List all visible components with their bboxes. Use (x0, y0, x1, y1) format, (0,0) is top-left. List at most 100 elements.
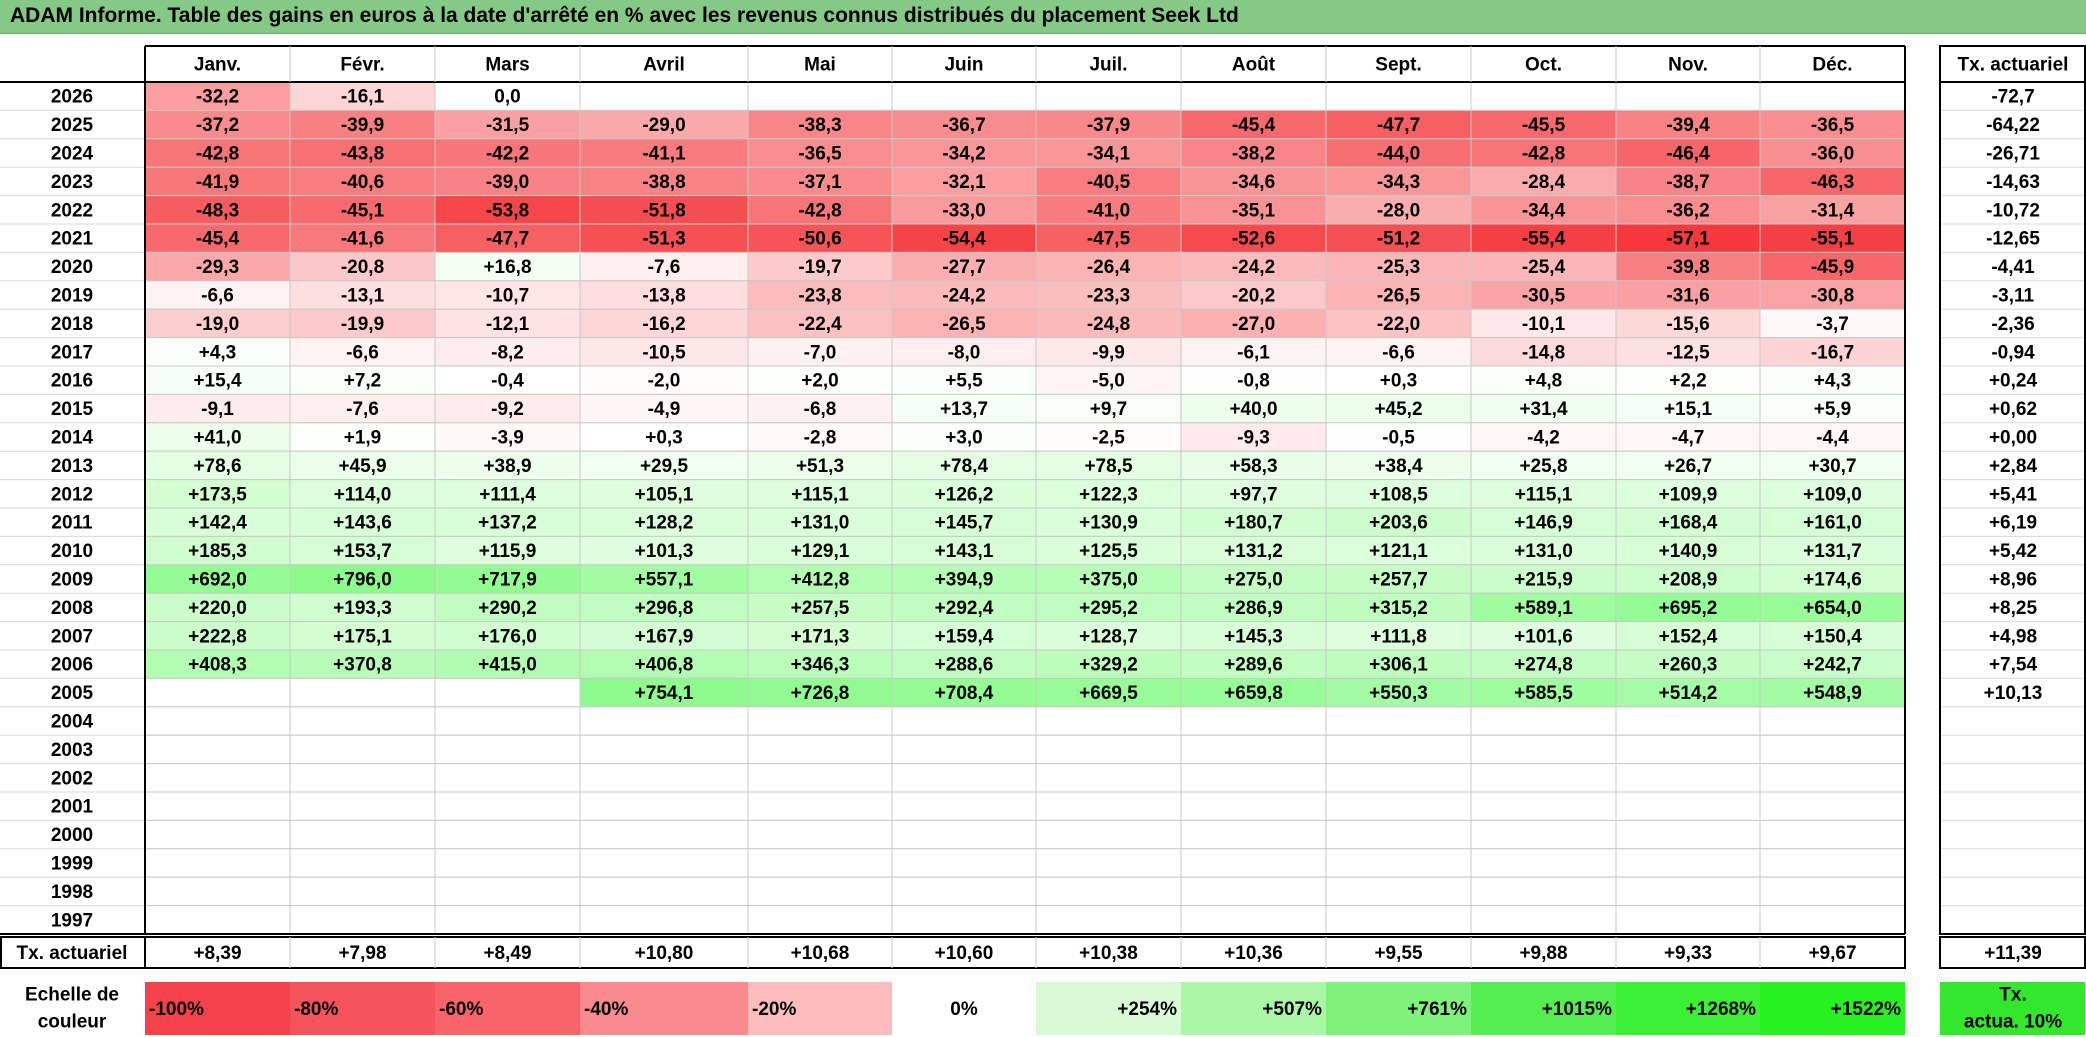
heatmap-cell (434, 905, 581, 935)
cell-value: +260,3 (1659, 655, 1718, 676)
heatmap-cell (1035, 81, 1182, 111)
cell-value: +78,4 (940, 456, 989, 477)
scale-legend-text: Tx. (1999, 985, 2026, 1006)
cell-value: -25,3 (1377, 257, 1420, 278)
cell-value: -10,7 (486, 286, 529, 307)
cell-value: +4,8 (1525, 371, 1563, 392)
month-header: Janv. (194, 55, 241, 76)
cell-value: -47,5 (1087, 229, 1131, 250)
heatmap-cell (1035, 592, 1182, 623)
cell-value: -54,4 (942, 229, 986, 250)
cell-value: 0,0 (494, 87, 520, 108)
heatmap-cell (434, 564, 581, 594)
heatmap-cell (1759, 706, 1906, 736)
cell-value: -12,1 (486, 314, 530, 335)
heatmap-cell (1759, 621, 1906, 651)
cell-value: +115,1 (1515, 484, 1573, 505)
cell-value: +514,2 (1659, 683, 1718, 704)
cell-value: -36,0 (1811, 144, 1854, 165)
cell-value: +415,0 (478, 655, 537, 676)
cell-value: -34,6 (1232, 172, 1275, 193)
cell-value: -22,4 (798, 314, 842, 335)
rate-value: -64,22 (1986, 115, 2040, 136)
heatmap-cell (747, 621, 893, 651)
footer-value: +10,80 (635, 943, 694, 964)
cell-value: -41,0 (1087, 200, 1130, 221)
heatmap-cell (1180, 649, 1327, 679)
heatmap-cell (144, 138, 291, 168)
heatmap-cell (1035, 422, 1182, 452)
cell-value: -32,1 (942, 172, 986, 193)
heatmap-cell (1615, 337, 1761, 367)
cell-value: -36,7 (942, 115, 985, 136)
cell-value: -20,8 (341, 257, 384, 278)
heatmap-cell (434, 109, 581, 140)
heatmap-cell (891, 81, 1037, 111)
heatmap-cell (1470, 905, 1617, 935)
scale-legend-swatch (1940, 982, 2085, 1035)
heatmap-cell (1325, 706, 1472, 736)
year-label: 2006 (51, 655, 93, 676)
heatmap-cell (1325, 507, 1472, 537)
rate-value: +10,13 (1984, 683, 2043, 704)
cell-value: -20,2 (1232, 286, 1275, 307)
heatmap-cell (891, 706, 1037, 736)
year-label: 2021 (51, 229, 94, 250)
heatmap-cell (1180, 791, 1327, 821)
heatmap-cell (1470, 535, 1617, 566)
cell-value: +286,9 (1224, 598, 1283, 619)
cell-value: +152,4 (1659, 626, 1718, 647)
rate-value: -72,7 (1991, 87, 2034, 108)
footer-rate-value: +11,39 (1984, 943, 2042, 964)
heatmap-cell (891, 393, 1037, 424)
heatmap-cell (1615, 876, 1761, 907)
cell-value: -4,7 (1672, 428, 1705, 449)
heatmap-cell (434, 734, 581, 765)
cell-value: -29,3 (196, 257, 239, 278)
heatmap-cell (1615, 706, 1761, 736)
cell-value: +108,5 (1369, 484, 1428, 505)
heatmap-cell (289, 251, 436, 282)
heatmap-cell (1035, 337, 1182, 367)
footer-value: +9,67 (1808, 943, 1856, 964)
cell-value: +220,0 (188, 598, 247, 619)
cell-value: -3,9 (491, 428, 524, 449)
cell-value: -42,8 (798, 200, 841, 221)
heatmap-cell (1035, 763, 1182, 793)
scale-text: +1015% (1542, 999, 1612, 1020)
rate-value: -10,72 (1986, 200, 2040, 221)
cell-value: +150,4 (1803, 626, 1862, 647)
cell-value: -31,4 (1811, 200, 1855, 221)
cell-value: -9,3 (1237, 428, 1270, 449)
year-label: 2008 (51, 598, 93, 619)
month-header: Oct. (1525, 55, 1562, 76)
heatmap-cell (891, 819, 1037, 850)
cell-value: -34,2 (942, 144, 985, 165)
cell-value: +7,2 (344, 371, 382, 392)
cell-value: -13,1 (341, 286, 385, 307)
cell-value: -34,1 (1087, 144, 1131, 165)
heatmap-cell (1180, 393, 1327, 424)
heatmap-cell (289, 791, 436, 821)
cell-value: +589,1 (1514, 598, 1573, 619)
scale-swatch (290, 982, 435, 1035)
heatmap-cell (1615, 223, 1761, 253)
cell-value: -42,8 (196, 144, 239, 165)
cell-value: +29,5 (640, 456, 689, 477)
cell-value: +15,4 (193, 371, 242, 392)
heatmap-cell (1180, 479, 1327, 509)
heatmap-cell (579, 564, 749, 594)
year-label: 2005 (51, 683, 94, 704)
heatmap-cell (144, 848, 291, 878)
cell-value: -10,1 (1522, 314, 1566, 335)
cell-value: +0,3 (645, 428, 683, 449)
cell-value: -48,3 (196, 200, 239, 221)
cell-value: -36,5 (1811, 115, 1855, 136)
cell-value: -39,9 (341, 115, 384, 136)
year-label: 2013 (51, 456, 93, 477)
cell-value: +15,1 (1664, 399, 1713, 420)
heatmap-cell (1035, 734, 1182, 765)
heatmap-cell (1180, 251, 1327, 282)
cell-value: -38,2 (1232, 144, 1275, 165)
heatmap-cell (1759, 479, 1906, 509)
